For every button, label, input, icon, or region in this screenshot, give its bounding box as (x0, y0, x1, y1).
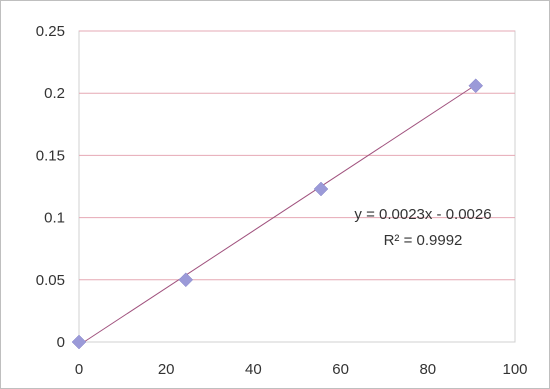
y-tick-label: 0.2 (44, 85, 65, 102)
x-tick-label: 20 (158, 361, 175, 378)
data-points (71, 78, 484, 350)
y-tick-label: 0.05 (36, 272, 65, 289)
y-axis-tick-labels: 0 0.05 0.1 0.15 0.2 0.25 (36, 23, 65, 351)
x-tick-label: 60 (332, 361, 349, 378)
y-tick-label: 0.25 (36, 23, 65, 40)
trendline-group (78, 84, 477, 346)
plot-area (78, 30, 516, 343)
x-tick-label: 80 (419, 361, 436, 378)
data-point-0 (71, 334, 87, 350)
data-point-3 (468, 78, 484, 94)
y-tick-label: 0 (57, 334, 65, 351)
trendline-annotation: y = 0.0023x - 0.0026 R² = 0.9992 (354, 206, 491, 249)
x-axis-tick-labels: 0 20 40 60 80 100 (75, 361, 528, 378)
data-point-2 (313, 181, 329, 197)
trendline-equation: y = 0.0023x - 0.0026 (354, 206, 491, 223)
y-tick-label: 0.1 (44, 210, 65, 227)
data-point-1 (178, 272, 194, 288)
trendline-r-squared: R² = 0.9992 (384, 232, 463, 249)
y-tick-label: 0.15 (36, 147, 65, 164)
trendline (78, 84, 477, 346)
x-tick-label: 0 (75, 361, 83, 378)
x-tick-label: 100 (502, 361, 527, 378)
x-tick-label: 40 (245, 361, 262, 378)
gridlines (79, 30, 515, 281)
